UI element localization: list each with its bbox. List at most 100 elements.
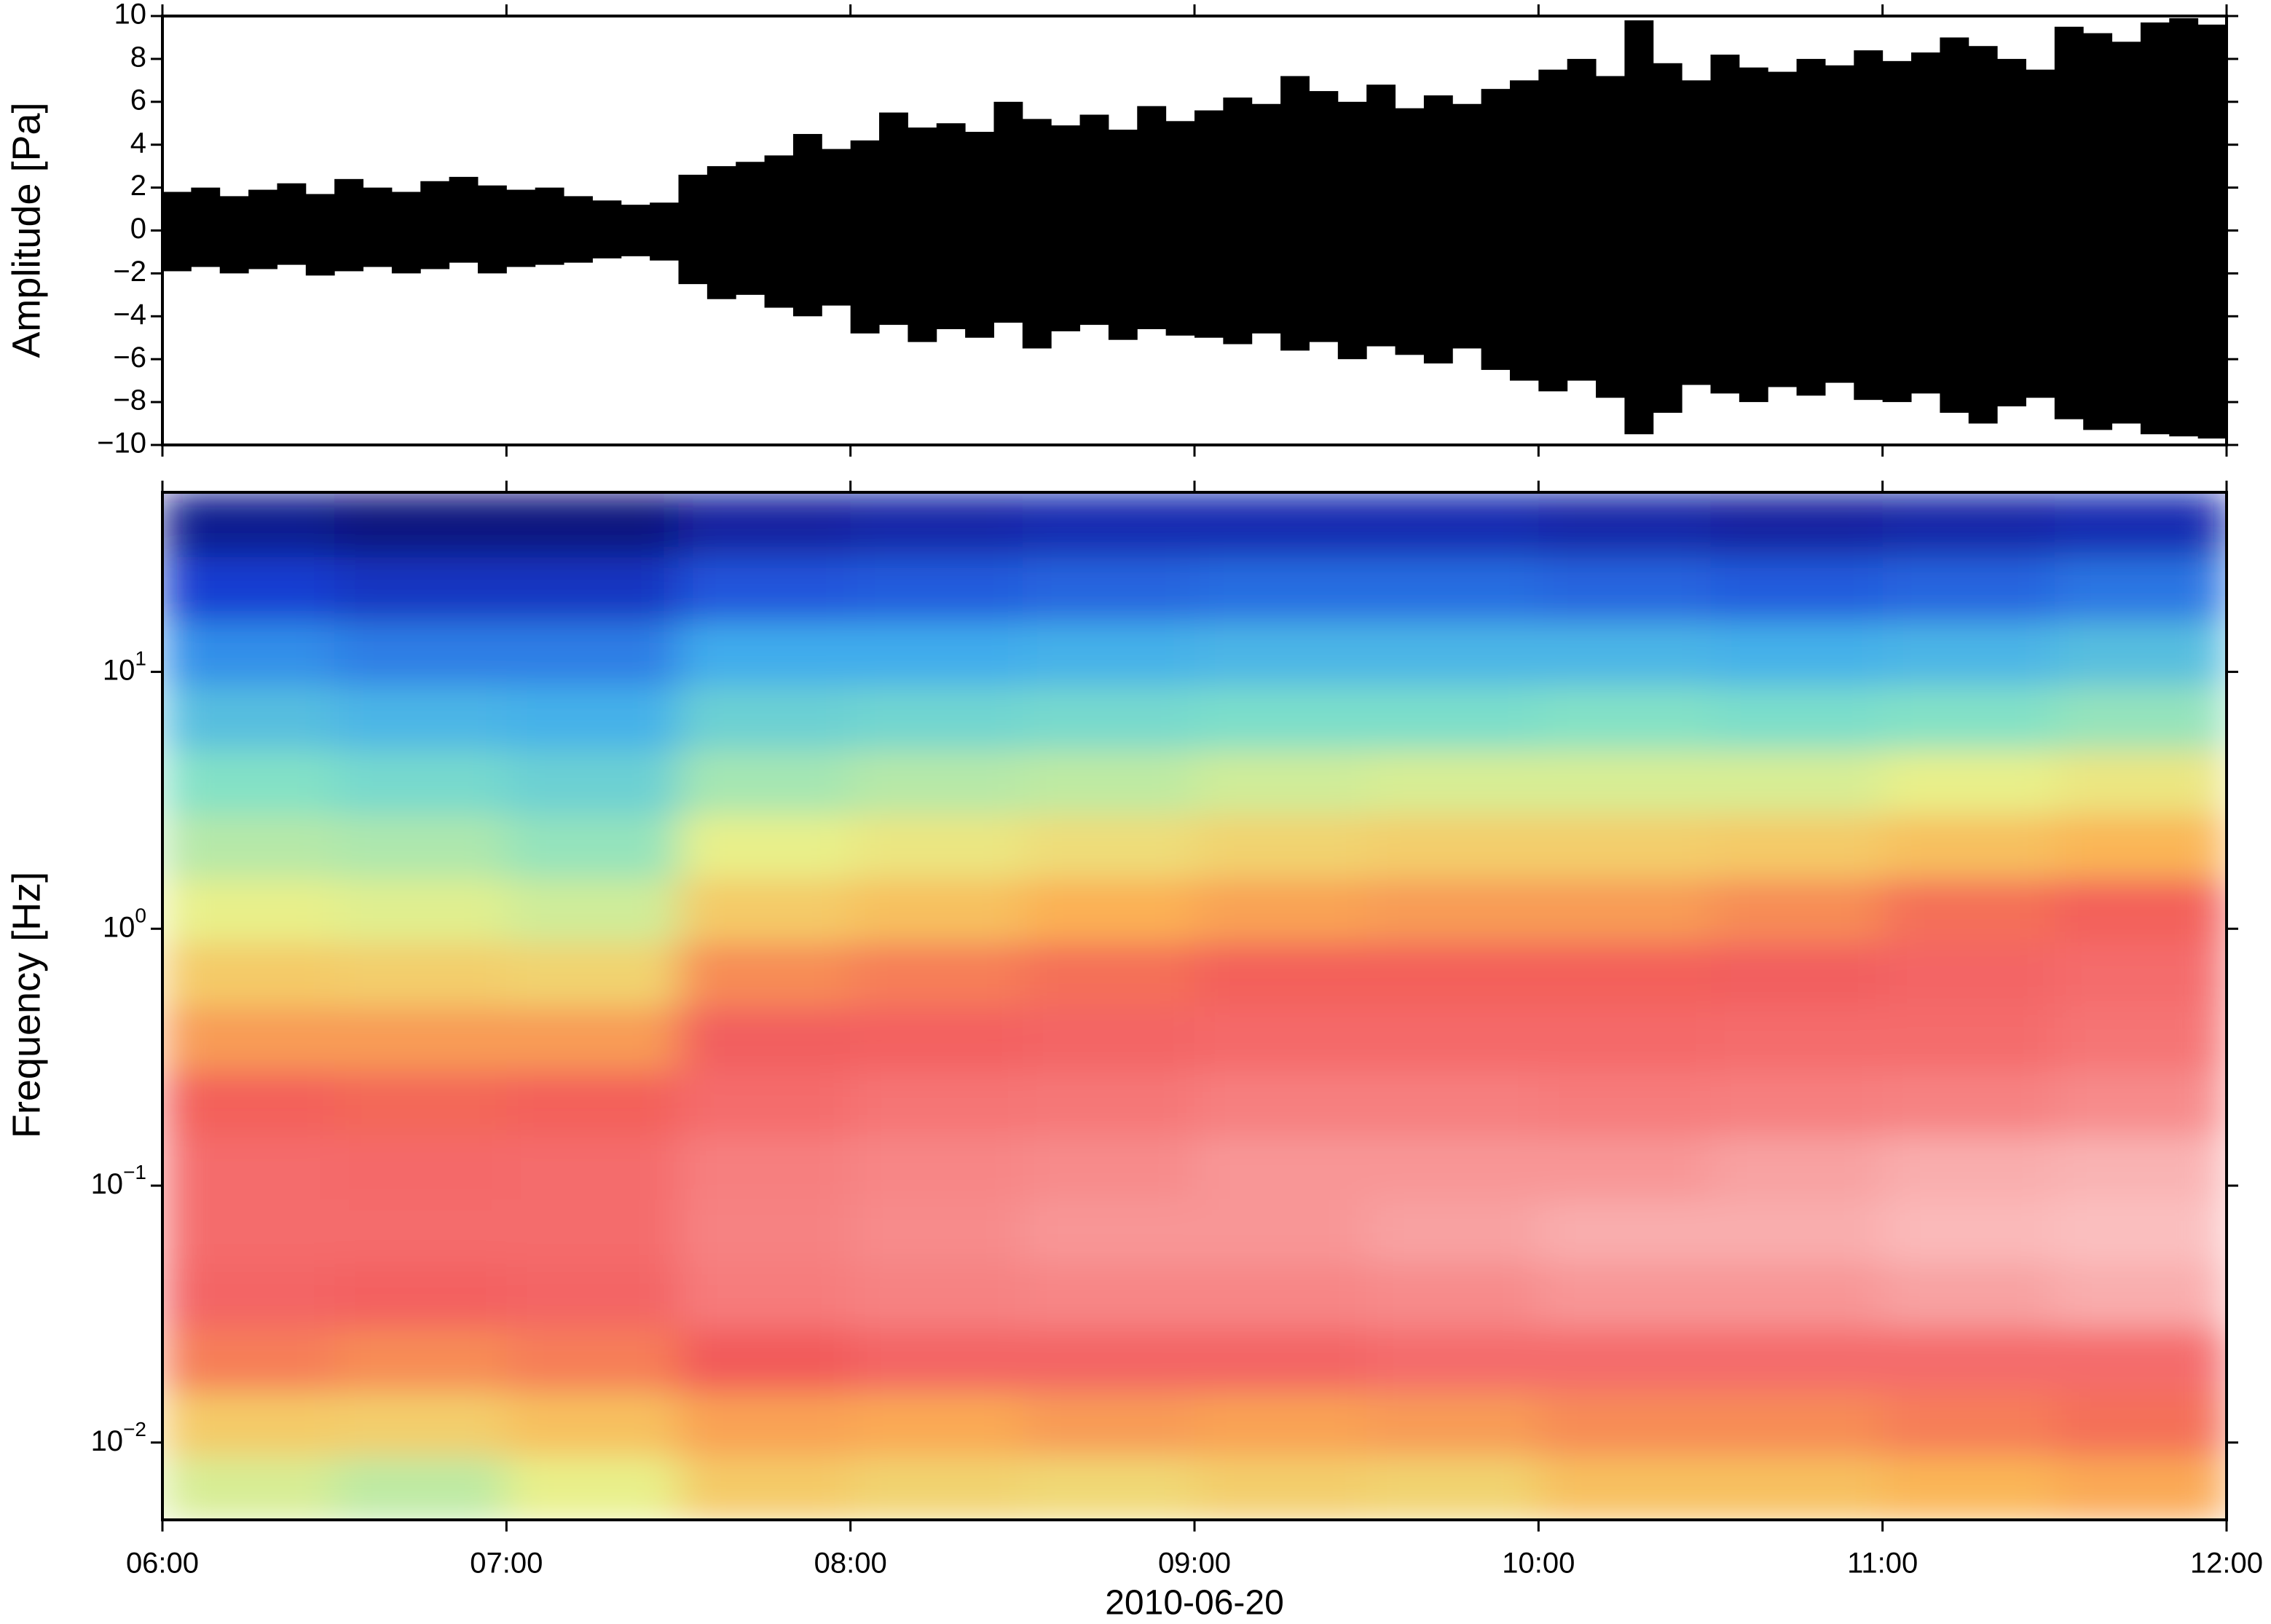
amplitude-range	[1739, 67, 1768, 403]
spectrogram-cell	[1194, 1263, 1368, 1328]
amplitude-range	[1337, 101, 1367, 360]
y-tick-label: 10−2	[91, 1418, 146, 1457]
spectrogram-cell	[1022, 1006, 1195, 1071]
amplitude-range	[1624, 20, 1654, 435]
spectrogram-cell	[1022, 492, 1195, 558]
spectrogram-cell	[678, 942, 851, 1007]
spectrogram-cell	[1710, 1006, 1884, 1071]
spectrogram-cell	[850, 1006, 1023, 1071]
spectrogram-cell	[1538, 813, 1712, 879]
amplitude-range	[391, 192, 421, 274]
waveform	[162, 17, 2227, 439]
spectrogram-cell	[1538, 1134, 1712, 1200]
spectrogram-cell	[1882, 492, 2055, 558]
spectrogram-cell	[678, 1455, 851, 1520]
amplitude-range	[1481, 89, 1511, 370]
spectrogram-cell	[2054, 685, 2227, 750]
y-tick-label: −6	[113, 342, 146, 374]
spectrogram-cell	[1882, 1070, 2055, 1135]
spectrogram-cell	[1710, 1263, 1884, 1328]
amplitude-range	[1997, 58, 2026, 406]
spectrogram-cell	[1882, 1199, 2055, 1264]
y-tick-label: 2	[130, 170, 146, 202]
spectrogram-cell	[678, 749, 851, 815]
amplitude-range	[219, 196, 249, 274]
amplitude-range	[2054, 26, 2084, 419]
amplitude-range	[1280, 76, 1310, 351]
amplitude-range	[936, 123, 966, 329]
amplitude-range	[1251, 103, 1281, 334]
spectrogram-cell	[2054, 878, 2227, 943]
spectrogram-cell	[1882, 1006, 2055, 1071]
spectrogram-cell	[1538, 1070, 1712, 1135]
amplitude-range	[2026, 69, 2055, 398]
spectrogram-cell	[2054, 1070, 2227, 1135]
amplitude-range	[2197, 24, 2227, 439]
y-tick-label: 100	[103, 904, 146, 943]
spectrogram-cell	[678, 813, 851, 879]
spectrogram-cell	[1882, 749, 2055, 815]
amplitude-range	[1309, 91, 1339, 342]
amplitude-range	[449, 176, 479, 263]
spectrogram-cell	[334, 942, 508, 1007]
amplitude-range	[678, 174, 708, 285]
amplitude-range	[506, 189, 536, 267]
spectrogram-cell	[334, 1134, 508, 1200]
spectrogram-cell	[850, 1199, 1023, 1264]
spectrogram-cell	[678, 1134, 851, 1200]
spectrogram-cell	[678, 492, 851, 558]
amplitude-range	[420, 181, 450, 269]
spectrogram-cell	[506, 942, 680, 1007]
spectrogram-cell	[1022, 1134, 1195, 1200]
spectrogram-cell	[1882, 878, 2055, 943]
amplitude-range	[477, 185, 507, 274]
spectrogram-cell	[2054, 942, 2227, 1007]
spectrogram-cell	[1022, 942, 1195, 1007]
spectrogram-cell	[1194, 1070, 1368, 1135]
amplitude-range	[650, 202, 679, 261]
spectrogram-cell	[1538, 1263, 1712, 1328]
spectrogram-cell	[1022, 749, 1195, 815]
spectrogram-cell	[1194, 620, 1368, 686]
amplitude-range	[277, 183, 307, 265]
amplitude-range	[1796, 58, 1826, 396]
spectrogram-cell	[1882, 1327, 2055, 1392]
spectrogram-cell	[1538, 749, 1712, 815]
amplitude-range	[2140, 22, 2170, 435]
spectrogram-cell	[506, 813, 680, 879]
spectrogram-cell	[334, 556, 508, 622]
spectrogram-cell	[1882, 813, 2055, 879]
amplitude-range	[1940, 37, 1969, 413]
spectrogram-cell	[1366, 1455, 1540, 1520]
spectrogram-cell	[1366, 1070, 1540, 1135]
spectrogram-cell	[1194, 1455, 1368, 1520]
spectrogram-cell	[2054, 1199, 2227, 1264]
spectrogram-cell	[678, 1006, 851, 1071]
spectrogram-cell	[162, 1455, 336, 1520]
spectrogram-cell	[2054, 1391, 2227, 1457]
spectrogram-cell	[1366, 1134, 1540, 1200]
spectrogram-cell	[1194, 685, 1368, 750]
spectrogram-cell	[1710, 749, 1884, 815]
x-tick-label: 07:00	[470, 1548, 543, 1580]
amplitude-range	[621, 205, 650, 256]
amplitude-range	[1165, 121, 1195, 336]
spectrogram-cell	[850, 556, 1023, 622]
spectrogram-cell	[678, 685, 851, 750]
spectrogram-cell	[506, 878, 680, 943]
amplitude-range	[1137, 106, 1167, 329]
spectrogram-cell	[1366, 1327, 1540, 1392]
amplitude-range	[1567, 58, 1597, 381]
y-axis-title: Frequency [Hz]	[4, 872, 48, 1138]
spectrogram-cell	[334, 1391, 508, 1457]
spectrogram-cell	[1022, 1455, 1195, 1520]
spectrogram-cell	[1194, 1134, 1368, 1200]
spectrogram-cell	[1194, 492, 1368, 558]
spectrogram-cell	[162, 620, 336, 686]
spectrogram-cell	[1366, 685, 1540, 750]
spectrogram-cell	[2054, 1455, 2227, 1520]
amplitude-range	[707, 166, 736, 299]
spectrogram-cell	[162, 685, 336, 750]
spectrogram-cell	[850, 749, 1023, 815]
